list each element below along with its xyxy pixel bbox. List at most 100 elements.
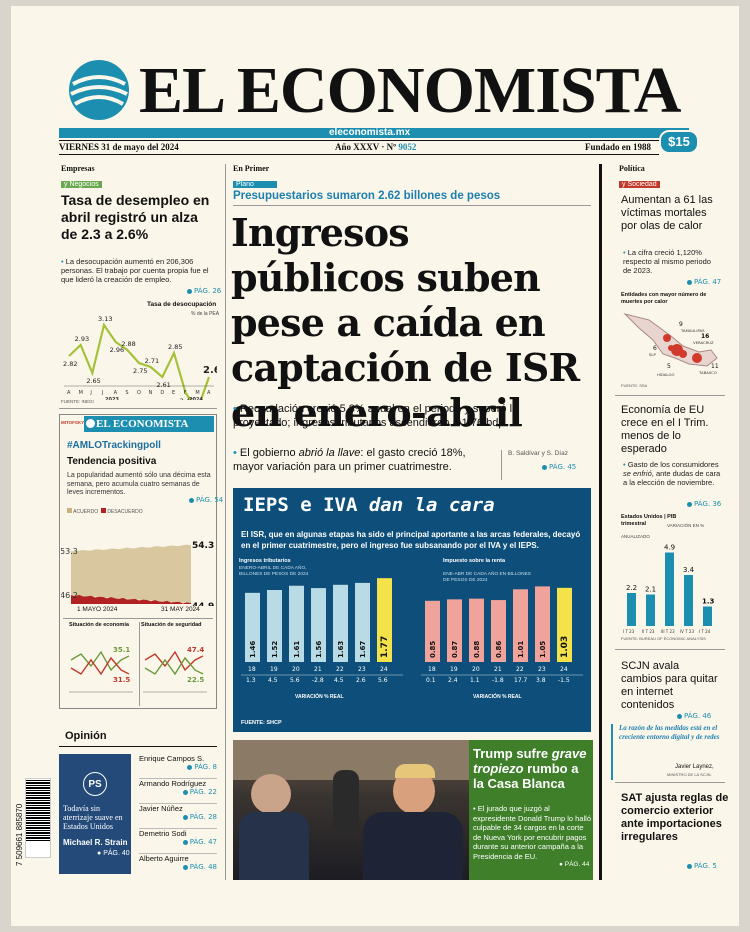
month-tick: N bbox=[149, 390, 153, 396]
infographic-title: IEPS e IVA dan la cara bbox=[243, 494, 495, 516]
variation-label: 0.1 bbox=[426, 677, 436, 684]
headline-eu[interactable]: Economía de EU crece en el I Trim. menos… bbox=[621, 404, 709, 455]
bar-label: 1.3 bbox=[702, 598, 715, 606]
bar bbox=[267, 590, 282, 662]
mini-chart-economy: 35.1 31.5 bbox=[69, 646, 133, 693]
var-label-1: VARIACIÓN % REAL bbox=[295, 694, 344, 700]
bar bbox=[355, 582, 370, 662]
pib-sub: VARIACIÓN EN % bbox=[667, 523, 705, 528]
bullet-calor: La cifra creció 1,120% respecto al mismo… bbox=[623, 248, 721, 275]
opinion-promo[interactable]: PS Todavía sin aterrizaje suave en Estad… bbox=[59, 754, 131, 874]
columnist-item[interactable]: Enrique Campos S. PÁG. 8 bbox=[139, 754, 217, 779]
headline-unemployment[interactable]: Tasa de desempleo en abril registró un a… bbox=[61, 192, 210, 242]
section-primer-plano: En Primer Plano bbox=[233, 164, 277, 191]
site-url[interactable]: eleconomista.mx bbox=[329, 127, 411, 138]
state-label: VERACRUZ bbox=[693, 340, 714, 345]
heat-spot bbox=[692, 353, 702, 363]
quote-role: MINISTRO DE LA SCJN. bbox=[667, 772, 712, 777]
barcode bbox=[25, 778, 51, 858]
headline-scjn[interactable]: SCJN avala cambios para quitar en intern… bbox=[621, 660, 718, 711]
poll-area-chart: 53.3 46.2 54.3 44.9 bbox=[61, 541, 214, 606]
desacuerdo-start: 46.2 bbox=[61, 591, 78, 600]
poll-page: PÁG. 54 bbox=[189, 496, 223, 504]
logo-globe-icon bbox=[69, 60, 129, 120]
bar bbox=[535, 586, 550, 662]
bar-label: 1.03 bbox=[560, 636, 570, 658]
bar bbox=[491, 600, 506, 662]
bar-label: 4.9 bbox=[664, 544, 675, 552]
state-label: SLP bbox=[649, 352, 657, 357]
bar bbox=[684, 575, 693, 626]
data-label: 2.93 bbox=[75, 335, 89, 343]
ps-logo-icon: PS bbox=[83, 772, 107, 796]
year-tick: 20 bbox=[292, 666, 300, 673]
poll-box bbox=[59, 414, 217, 709]
quote-author: Javier Laynez, bbox=[675, 764, 714, 770]
variation-label: 2.6 bbox=[356, 677, 366, 684]
columnist-item[interactable]: Demetrio Sodi PÁG. 47 bbox=[139, 829, 217, 854]
bar-label: 0.86 bbox=[495, 641, 503, 658]
c2-sub: ENE-ABR DE CADA AÑO EN BILLONES DE PESOS… bbox=[443, 572, 531, 583]
data-label: 2.75 bbox=[133, 367, 147, 375]
variation-label: 1.1 bbox=[470, 677, 480, 684]
year-label: 2024 bbox=[189, 397, 203, 400]
bar-label: 1.01 bbox=[517, 641, 525, 658]
series-line bbox=[144, 656, 204, 676]
columnist-item[interactable]: Armando Rodríguez PÁG. 22 bbox=[139, 779, 217, 804]
trump-photo[interactable] bbox=[233, 740, 469, 880]
month-tick: O bbox=[137, 390, 141, 396]
bar-label: 2.1 bbox=[645, 586, 656, 594]
month-tick: E bbox=[172, 390, 175, 396]
poll-date1: 1 MAYO 2024 bbox=[77, 606, 118, 613]
end-label: 31.5 bbox=[113, 676, 130, 684]
state-label: TABASCO bbox=[698, 370, 717, 375]
unemployment-chart: 2.82 2.93 2.65 3.13 2.962.88 2.75 2.71 2.61 2.85… bbox=[63, 315, 217, 400]
main-headline[interactable]: Ingresos públicos suben pese a caída en … bbox=[231, 210, 580, 435]
bar bbox=[333, 584, 348, 662]
bar bbox=[703, 606, 712, 626]
year-tick: 20 bbox=[472, 666, 480, 673]
trump-story[interactable] bbox=[469, 740, 593, 880]
bar bbox=[447, 599, 462, 662]
month-tick: A bbox=[114, 390, 118, 396]
promo-page: ● PÁG. 40 bbox=[97, 850, 130, 857]
poll-date2: 31 MAY 2024 bbox=[161, 606, 200, 613]
trump-page: ● PÁG. 44 bbox=[559, 861, 590, 868]
series-line bbox=[70, 656, 130, 676]
year-tick: 21 bbox=[314, 666, 322, 673]
bullet-eu: Gasto de los consumidores se enfrió, ant… bbox=[623, 460, 723, 487]
headline-calor[interactable]: Aumentan a 61 las víctimas mortales por … bbox=[621, 194, 713, 232]
variation-label: 5.6 bbox=[290, 677, 300, 684]
opinion-label: Opinión bbox=[65, 730, 107, 742]
bar-label: 1.52 bbox=[271, 641, 279, 658]
year-tick: 21 bbox=[494, 666, 502, 673]
bar-label: 1.67 bbox=[359, 641, 367, 658]
c1-title: Ingresos tributarios bbox=[239, 558, 291, 564]
promo-headline: Todavía sin aterrizaje suave en Estados … bbox=[63, 804, 123, 831]
month-tick: S bbox=[125, 390, 128, 396]
acuerdo-end: 54.3 bbox=[192, 541, 214, 551]
year-tick: 22 bbox=[516, 666, 524, 673]
columnist-item[interactable]: Javier Núñez PÁG. 28 bbox=[139, 804, 217, 829]
bar-label: 2.2 bbox=[626, 584, 637, 592]
headline-sat[interactable]: SAT ajusta reglas de comercio exterior a… bbox=[621, 792, 729, 843]
bar bbox=[311, 588, 326, 662]
trump-bullet: • El jurado que juzgó al expresidente Do… bbox=[473, 804, 591, 861]
month-tick: F bbox=[184, 390, 187, 396]
year-tick: 18 bbox=[248, 666, 256, 673]
bar-label: 1.63 bbox=[337, 641, 345, 658]
columnist-item[interactable]: Alberto Aguirre PÁG. 48 bbox=[139, 854, 217, 871]
data-label: 2.82 bbox=[63, 360, 77, 368]
bar-label: 3.4 bbox=[683, 566, 695, 574]
mexico-shape bbox=[623, 313, 718, 367]
data-label: 2.88 bbox=[121, 340, 135, 348]
poll-hashtag[interactable]: #AMLOTrackingpoll bbox=[67, 440, 161, 451]
mini-chart-security: 47.4 22.5 bbox=[143, 646, 207, 693]
bar bbox=[557, 587, 572, 662]
variation-label: -2.8 bbox=[312, 677, 324, 684]
chart-ingresos-tributarios: 1.46 18 1.3 1.52 19 4.5 1.61 20 5.6 1.56 21 -2.8 1.6… bbox=[241, 578, 403, 684]
variation-label: 4.5 bbox=[268, 677, 278, 684]
year-tick: 23 bbox=[538, 666, 546, 673]
year-tick: 24 bbox=[380, 666, 388, 673]
poll-title: Tendencia positiva bbox=[67, 456, 157, 467]
